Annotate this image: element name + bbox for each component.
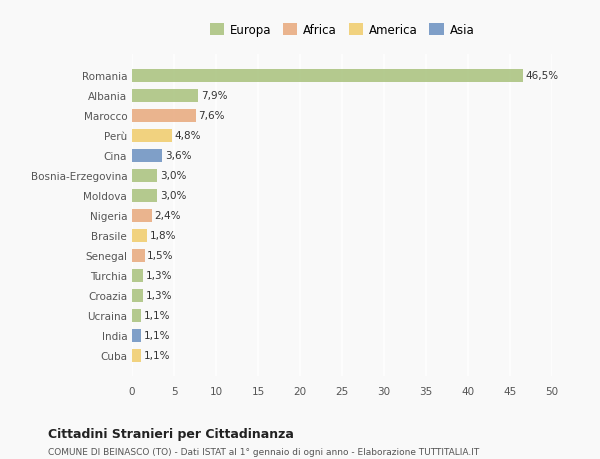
Bar [132,169,157,182]
Bar [132,349,141,362]
Bar [132,309,141,322]
Text: COMUNE DI BEINASCO (TO) - Dati ISTAT al 1° gennaio di ogni anno - Elaborazione T: COMUNE DI BEINASCO (TO) - Dati ISTAT al … [48,448,479,457]
Text: 1,1%: 1,1% [144,350,170,360]
Bar [132,229,147,242]
Text: 4,8%: 4,8% [175,131,202,141]
Text: 1,3%: 1,3% [145,291,172,301]
Bar [132,129,172,142]
Bar [132,189,157,202]
Bar [132,269,143,282]
Text: 1,8%: 1,8% [149,231,176,241]
Bar [132,70,523,83]
Text: 2,4%: 2,4% [155,211,181,221]
Bar [132,150,162,162]
Text: 1,3%: 1,3% [145,270,172,280]
Text: 3,6%: 3,6% [165,151,191,161]
Bar [132,90,199,102]
Bar [132,289,143,302]
Text: Cittadini Stranieri per Cittadinanza: Cittadini Stranieri per Cittadinanza [48,427,294,440]
Bar [132,110,196,123]
Text: 1,5%: 1,5% [147,251,173,261]
Text: 3,0%: 3,0% [160,171,186,181]
Bar [132,209,152,222]
Text: 1,1%: 1,1% [144,310,170,320]
Text: 3,0%: 3,0% [160,191,186,201]
Legend: Europa, Africa, America, Asia: Europa, Africa, America, Asia [205,19,479,42]
Text: 7,6%: 7,6% [199,111,225,121]
Bar [132,249,145,262]
Bar [132,329,141,342]
Text: 1,1%: 1,1% [144,330,170,340]
Text: 7,9%: 7,9% [201,91,227,101]
Text: 46,5%: 46,5% [525,71,558,81]
